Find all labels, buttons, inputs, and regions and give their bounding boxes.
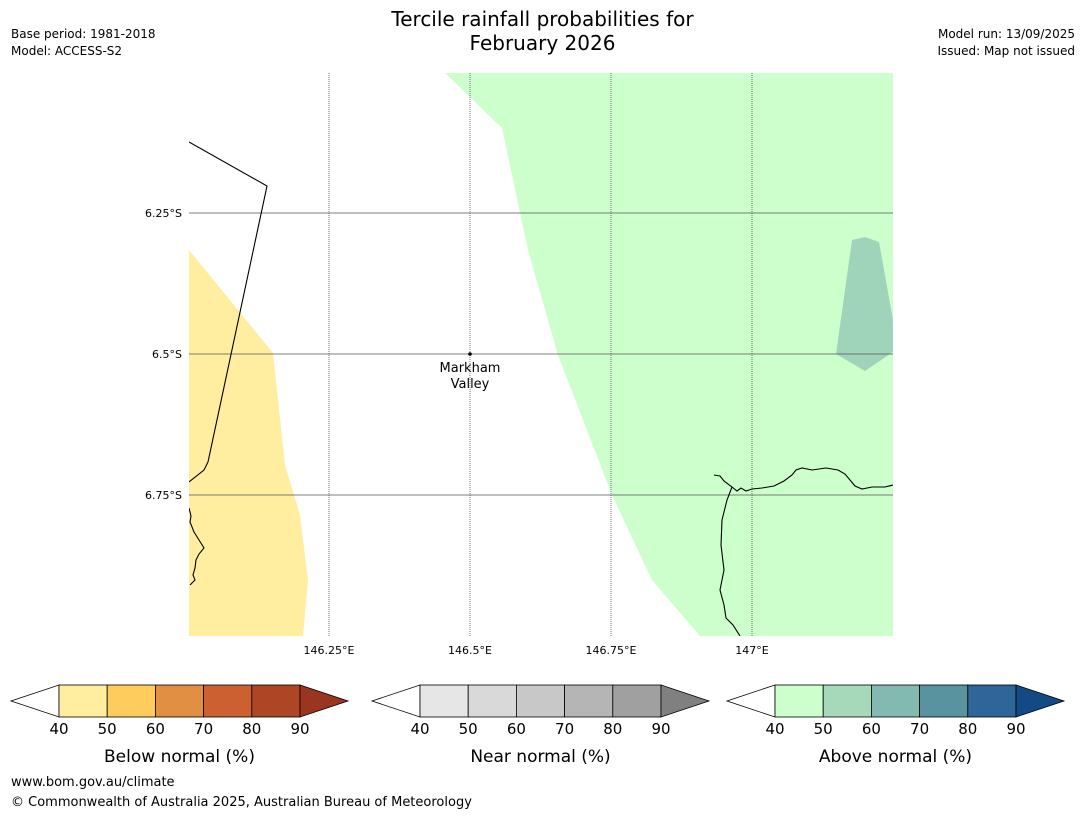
model-name: Model: ACCESS-S2 [11, 44, 123, 58]
above-normal-40-50-region [445, 73, 893, 636]
legend-tick-label: 40 [765, 720, 784, 738]
lat-label-6-5: 6.5°S [152, 348, 182, 361]
legend-swatch [564, 684, 614, 718]
map-title: Tercile rainfall probabilities for Febru… [0, 7, 1085, 55]
legend-swatch [967, 684, 1017, 718]
legend-1: 40 50 60 70 80 90 Near normal (%) [370, 684, 711, 767]
legend-swatch [251, 684, 301, 718]
meta-right: Model run: 13/09/2025 Issued: Map not is… [937, 26, 1075, 60]
coastlines [189, 141, 893, 636]
coastline-east [713, 467, 893, 492]
lat-label-6-25: 6.25°S [145, 207, 182, 220]
legend-extend-high [1015, 684, 1066, 718]
legend-tick-label: 50 [814, 720, 833, 738]
lon-label-146-25: 146.25°E [304, 644, 355, 657]
legend-swatch [774, 684, 824, 718]
gridlines [189, 73, 893, 636]
border-line [189, 141, 268, 483]
legend-extend-high [299, 684, 350, 718]
legend-tick-label: 70 [910, 720, 929, 738]
legend-tick-label: 50 [98, 720, 117, 738]
legend-tick-label: 80 [603, 720, 622, 738]
lon-label-146-75: 146.75°E [586, 644, 637, 657]
legend-tick-label: 90 [651, 720, 670, 738]
legend-swatch [919, 684, 969, 718]
river-line [719, 486, 741, 636]
legend-tick-label: 80 [242, 720, 261, 738]
legend-2: 40 50 60 70 80 90 Above normal (%) [725, 684, 1066, 767]
legend-swatch [58, 684, 108, 718]
legend-swatch [822, 684, 872, 718]
model-run: Model run: 13/09/2025 [937, 27, 1075, 41]
legend-swatch [419, 684, 469, 718]
legend-label: Below normal (%) [104, 747, 255, 767]
legend-tick-label: 80 [958, 720, 977, 738]
legend-tick-label: 60 [146, 720, 165, 738]
coastline-west [189, 507, 205, 586]
legend-extend-low [370, 684, 421, 718]
base-period: Base period: 1981-2018 [11, 27, 156, 41]
issued-status: Issued: Map not issued [937, 44, 1075, 58]
map-area [189, 73, 893, 636]
legend-swatch [106, 684, 156, 718]
lon-label-146-5: 146.5°E [448, 644, 492, 657]
legend-tick-label: 90 [1006, 720, 1025, 738]
markham-valley-marker [468, 352, 472, 356]
legend-extend-low [9, 684, 60, 718]
legend-tick-label: 90 [290, 720, 309, 738]
lat-label-6-75: 6.75°S [145, 489, 182, 502]
title-line-2: February 2026 [469, 31, 616, 55]
legend-swatch [154, 684, 204, 718]
legend-tick-label: 40 [410, 720, 429, 738]
legend-swatch [203, 684, 253, 718]
legend-extend-low [725, 684, 776, 718]
legend-0: 40 50 60 70 80 90 Below normal (%) [9, 684, 350, 767]
title-line-1: Tercile rainfall probabilities for [391, 7, 694, 31]
meta-left: Base period: 1981-2018 Model: ACCESS-S2 [11, 26, 156, 60]
place-label-line-1: Markham [440, 361, 501, 376]
legend-swatch [612, 684, 662, 718]
legend-tick-label: 50 [459, 720, 478, 738]
legend-swatch [467, 684, 517, 718]
legend-tick-label: 70 [555, 720, 574, 738]
above-normal-50-60-region [836, 237, 893, 371]
legends: 40 50 60 70 80 90 Below normal (%) 40 50 60 70 80 90… [9, 684, 1066, 767]
lon-label-147: 147°E [735, 644, 768, 657]
place-label-line-2: Valley [451, 377, 490, 392]
legend-label: Above normal (%) [819, 747, 972, 767]
footer-url[interactable]: www.bom.gov.au/climate [11, 775, 175, 790]
legend-extend-high [660, 684, 711, 718]
legend-tick-label: 40 [49, 720, 68, 738]
below-normal-40-50-region [189, 250, 308, 636]
legend-swatch [871, 684, 921, 718]
legend-tick-label: 60 [507, 720, 526, 738]
footer-copyright: © Commonwealth of Australia 2025, Austra… [11, 795, 472, 810]
legend-tick-label: 70 [194, 720, 213, 738]
legend-label: Near normal (%) [470, 747, 610, 767]
legend-swatch [516, 684, 566, 718]
legend-tick-label: 60 [862, 720, 881, 738]
